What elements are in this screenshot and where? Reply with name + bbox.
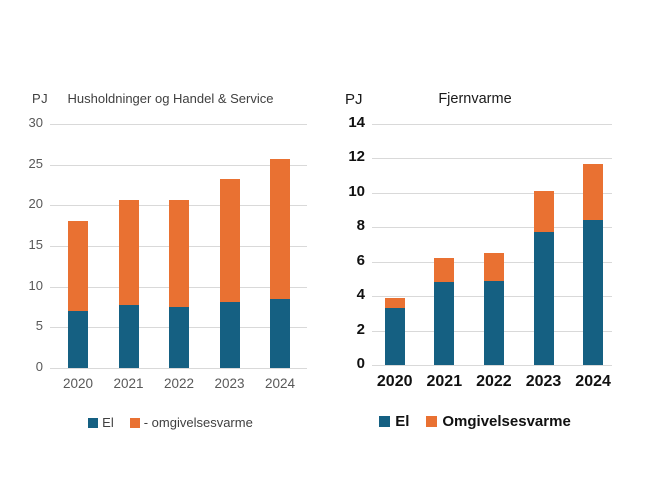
gridline [50, 124, 307, 125]
legend-item-el: El [379, 413, 409, 430]
bar-segment-omgivelsesvarme [169, 199, 189, 307]
y-axis-unit-label: PJ [345, 91, 363, 108]
y-tick-label: 10 [28, 277, 43, 293]
x-tick-label: 2022 [476, 373, 512, 390]
el-series-swatch [88, 417, 99, 428]
bar-segment-omgivelsesvarme [219, 178, 240, 303]
y-tick-label: 0 [356, 355, 365, 372]
el-series-swatch [379, 416, 391, 427]
bar-segment-omgivelsesvarme [434, 258, 455, 283]
chart-households-trade-service: PJ Husholdninger og Handel & Service El … [10, 88, 322, 458]
bar-segment-el [583, 220, 604, 365]
x-tick-label: 2021 [113, 376, 144, 391]
y-tick-label: 15 [28, 237, 43, 252]
gridline [372, 365, 612, 366]
legend-item-omgivelsesvarme: - omgivelsesvarme [129, 415, 253, 430]
bar-segment-omgivelsesvarme [270, 158, 290, 299]
omgivelsesvarme-series-swatch [129, 417, 140, 428]
bar-segment-el [434, 282, 455, 365]
bar-segment-omgivelsesvarme [118, 199, 139, 305]
bar-segment-omgivelsesvarme [583, 163, 604, 221]
legend-label-omgivelsesvarme: - omgivelsesvarme [143, 415, 253, 430]
y-tick-label: 6 [356, 251, 365, 269]
gridline [372, 124, 612, 125]
y-axis-unit-label: PJ [32, 91, 49, 106]
bar-segment-omgivelsesvarme [483, 253, 504, 281]
bar-segment-omgivelsesvarme [384, 297, 405, 309]
y-tick-label: 12 [348, 148, 365, 166]
chart-title: Fjernvarme [438, 91, 512, 107]
y-tick-label: 20 [28, 196, 43, 212]
y-tick-label: 30 [28, 115, 43, 130]
bar-segment-omgivelsesvarme [68, 220, 88, 312]
y-tick-label: 5 [35, 318, 43, 334]
bar-segment-omgivelsesvarme [533, 191, 554, 233]
y-tick-label: 8 [356, 217, 365, 235]
bar-segment-el [118, 304, 139, 368]
y-tick-label: 25 [28, 155, 43, 171]
x-tick-label: 2022 [163, 376, 195, 391]
y-tick-label: 4 [356, 286, 365, 304]
legend: El Omgivelsesvarme [355, 413, 595, 430]
bar-segment-el [169, 307, 189, 368]
x-tick-label: 2024 [264, 376, 296, 391]
x-tick-label: 2020 [62, 376, 94, 391]
y-tick-label: 14 [348, 114, 365, 131]
gridline [50, 368, 307, 369]
bar-segment-el [219, 302, 240, 368]
chart-title: Husholdninger og Handel & Service [67, 91, 274, 106]
plot-area [372, 124, 612, 366]
y-tick-label: 2 [356, 320, 365, 338]
y-tick-label: 0 [35, 359, 43, 374]
plot-area [50, 124, 307, 369]
gridline [372, 192, 612, 194]
bar-segment-el [68, 311, 88, 368]
gridline [372, 227, 612, 229]
legend-label-el: El [395, 413, 410, 430]
legend: El - omgivelsesvarme [42, 415, 299, 430]
omgivelsesvarme-series-swatch [426, 416, 438, 427]
legend-label-el: El [102, 415, 114, 430]
x-tick-label: 2023 [214, 376, 245, 391]
x-tick-label: 2021 [426, 373, 463, 390]
x-tick-label: 2023 [525, 373, 562, 390]
bar-segment-el [533, 232, 554, 365]
gridline [372, 158, 612, 160]
bar-segment-el [384, 308, 405, 365]
legend-item-el: El [88, 415, 114, 430]
x-tick-label: 2024 [575, 373, 611, 390]
bar-segment-el [483, 280, 504, 365]
legend-label-omgivelsesvarme: Omgivelsesvarme [442, 413, 571, 430]
x-tick-label: 2020 [376, 373, 413, 390]
y-tick-label: 10 [348, 182, 365, 200]
bar-segment-el [270, 298, 290, 368]
gridline [50, 164, 307, 166]
legend-item-omgivelsesvarme: Omgivelsesvarme [426, 413, 571, 430]
chart-district-heating: PJ Fjernvarme El Omgivelsesvarme 0 2 4 6 8 10… [335, 88, 637, 458]
